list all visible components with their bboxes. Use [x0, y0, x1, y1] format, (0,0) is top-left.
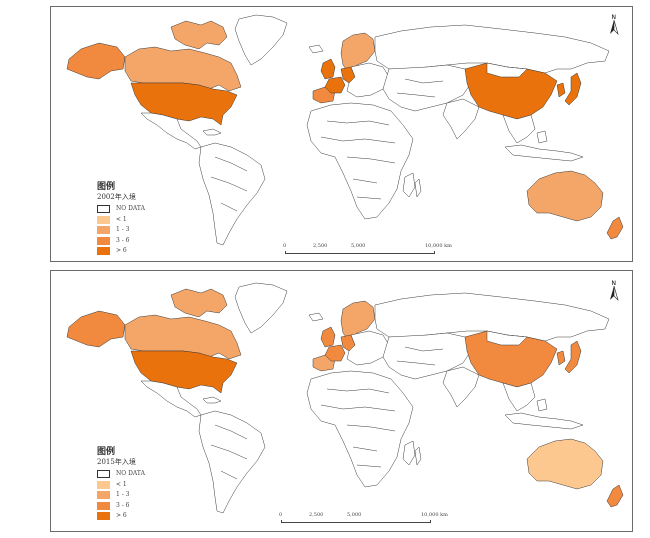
region-japan — [564, 340, 582, 374]
region-korea — [556, 350, 566, 366]
scale-label: 0 — [279, 512, 283, 518]
north-label: N — [612, 14, 617, 21]
scale-label: 5,000 — [351, 243, 366, 249]
region-new-zealand — [606, 216, 624, 240]
region-korea — [556, 82, 566, 98]
legend-label: NO DATA — [116, 205, 145, 213]
legend-swatch-no-data — [97, 470, 110, 479]
map-panel-2002: 图例 2002年入境 NO DATA < 1 1 - 3 3 - 6 > 6 0… — [50, 6, 633, 262]
scale-bar-2015: 0 2,500 5,000 10,000 km — [279, 512, 448, 530]
indonesia — [504, 144, 584, 162]
legend-label: > 6 — [116, 247, 127, 255]
region-australia — [526, 438, 604, 490]
africa — [306, 102, 414, 220]
world-map-2002 — [66, 14, 624, 246]
legend-swatch-gt6 — [97, 512, 110, 521]
europe-other — [346, 330, 390, 366]
greenland — [234, 14, 288, 66]
legend-item: NO DATA — [97, 204, 145, 215]
north-arrow-icon: N — [610, 14, 619, 35]
caribbean — [202, 128, 222, 136]
legend-title: 图例 — [97, 447, 116, 457]
legend-label: 1 - 3 — [116, 491, 130, 499]
scale-line — [281, 520, 431, 523]
legend-item: NO DATA — [97, 469, 145, 480]
scale-label: 10,000 km — [421, 512, 448, 518]
legend-swatch-1-3 — [97, 226, 110, 235]
caribbean — [202, 396, 222, 404]
scale-label: 5,000 — [347, 512, 362, 518]
scale-line — [285, 251, 435, 254]
legend-title: 图例 — [97, 182, 116, 192]
north-arrow-icon: N — [610, 280, 619, 301]
region-japan — [564, 72, 582, 106]
legend-item: 1 - 3 — [97, 490, 145, 501]
south-america — [198, 142, 266, 246]
region-australia — [526, 170, 604, 222]
legend-item: < 1 — [97, 480, 145, 491]
region-new-zealand — [606, 484, 624, 508]
legend-subtitle: 2015年入境 — [97, 458, 136, 466]
legend-label: < 1 — [116, 480, 127, 488]
legend-label: < 1 — [116, 215, 127, 223]
region-uk — [320, 58, 336, 80]
se-asia — [502, 114, 536, 144]
legend-item: 3 - 6 — [97, 236, 145, 247]
legend-swatch-no-data — [97, 205, 110, 214]
greenland — [234, 282, 288, 334]
legend-label: 3 - 6 — [116, 501, 130, 509]
legend-label: 1 - 3 — [116, 226, 130, 234]
africa — [306, 370, 414, 488]
scale-label: 0 — [283, 243, 287, 249]
indonesia — [504, 412, 584, 430]
legend-swatch-lt1 — [97, 215, 110, 224]
legend-item: > 6 — [97, 511, 145, 522]
legend-swatch-lt1 — [97, 480, 110, 489]
region-alaska — [66, 42, 126, 80]
arctic-islands — [170, 288, 228, 318]
legend-swatch-3-6 — [97, 501, 110, 510]
legend-swatch-gt6 — [97, 247, 110, 256]
legend-subtitle: 2002年入境 — [97, 193, 136, 201]
europe-other — [346, 62, 390, 98]
arctic-islands — [170, 20, 228, 50]
region-scandinavia — [340, 32, 376, 74]
se-asia — [502, 382, 536, 412]
legend-2002: 图例 2002年入境 NO DATA < 1 1 - 3 3 - 6 > 6 — [97, 183, 145, 257]
india — [442, 98, 480, 140]
legend-label: > 6 — [116, 512, 127, 520]
legend-swatch-1-3 — [97, 491, 110, 500]
region-alaska — [66, 310, 126, 348]
region-france — [324, 76, 346, 94]
legend-swatch-3-6 — [97, 236, 110, 245]
india — [442, 366, 480, 408]
legend-label: NO DATA — [116, 470, 145, 478]
region-scandinavia — [340, 300, 376, 342]
legend-item: 1 - 3 — [97, 225, 145, 236]
region-uk — [320, 326, 336, 348]
world-map-2015 — [66, 282, 624, 514]
scale-label: 10,000 km — [425, 243, 452, 249]
south-america — [198, 410, 266, 514]
legend-item: > 6 — [97, 246, 145, 257]
scale-bar-2002: 0 2,500 5,000 10,000 km — [283, 243, 452, 261]
legend-item: < 1 — [97, 215, 145, 226]
legend-item: 3 - 6 — [97, 501, 145, 512]
region-france — [324, 344, 346, 362]
legend-label: 3 - 6 — [116, 236, 130, 244]
map-panel-2015: 图例 2015年入境 NO DATA < 1 1 - 3 3 - 6 > 6 0… — [50, 270, 633, 532]
legend-2015: 图例 2015年入境 NO DATA < 1 1 - 3 3 - 6 > 6 — [97, 448, 145, 522]
scale-label: 2,500 — [313, 243, 328, 249]
north-label: N — [612, 280, 617, 287]
scale-label: 2,500 — [309, 512, 324, 518]
